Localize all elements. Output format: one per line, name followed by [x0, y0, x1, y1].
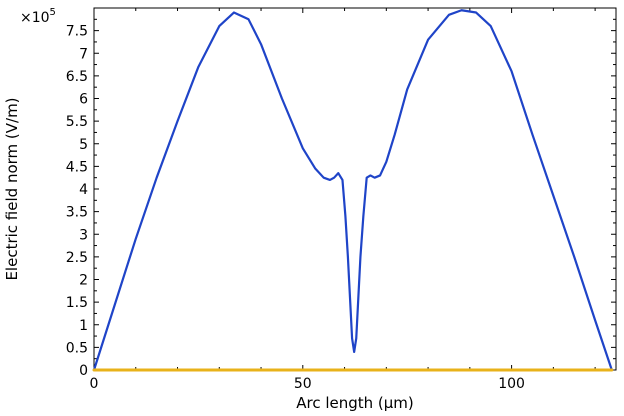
x-tick-label: 0 [90, 376, 99, 392]
y-tick-label: 5.5 [66, 114, 88, 130]
y-axis-multiplier: ×105 [20, 7, 56, 26]
y-tick-label: 7 [79, 46, 88, 62]
y-tick-label: 1 [79, 318, 88, 334]
series-line-1 [92, 9, 613, 372]
y-tick-label: 1.5 [66, 295, 88, 311]
x-axis: 0 50 100 [90, 8, 596, 392]
y-tick-label: 5 [79, 137, 88, 153]
plot-area [93, 7, 617, 371]
series-group [92, 9, 614, 372]
y-tick-label: 2.5 [66, 250, 88, 266]
plot-frame [93, 7, 617, 371]
x-axis-label: Arc length (µm) [296, 394, 414, 412]
x-tick-label: 100 [498, 376, 525, 392]
y-tick-label: 0.5 [66, 340, 88, 356]
y-axis-multiplier-base: ×10 [20, 10, 50, 26]
y-tick-label: 3.5 [66, 205, 88, 221]
y-tick-label: 2 [79, 273, 88, 289]
y-tick-label: 4.5 [66, 159, 88, 175]
y-tick-label: 7.5 [66, 24, 88, 40]
x-tick-label: 50 [294, 376, 312, 392]
y-axis-label: Electric field norm (V/m) [3, 97, 21, 280]
y-tick-label: 0 [79, 363, 88, 379]
y-tick-label: 6.5 [66, 69, 88, 85]
y-tick-label: 3 [79, 227, 88, 243]
y-tick-label: 4 [79, 182, 88, 198]
y-axis-multiplier-exponent: 5 [50, 7, 56, 18]
y-tick-label: 6 [79, 92, 88, 108]
y-axis: 0 0.5 1 1.5 2 2.5 3 3.5 4 4.5 5 5.5 6 6.5 7 7.5 [66, 18, 616, 379]
